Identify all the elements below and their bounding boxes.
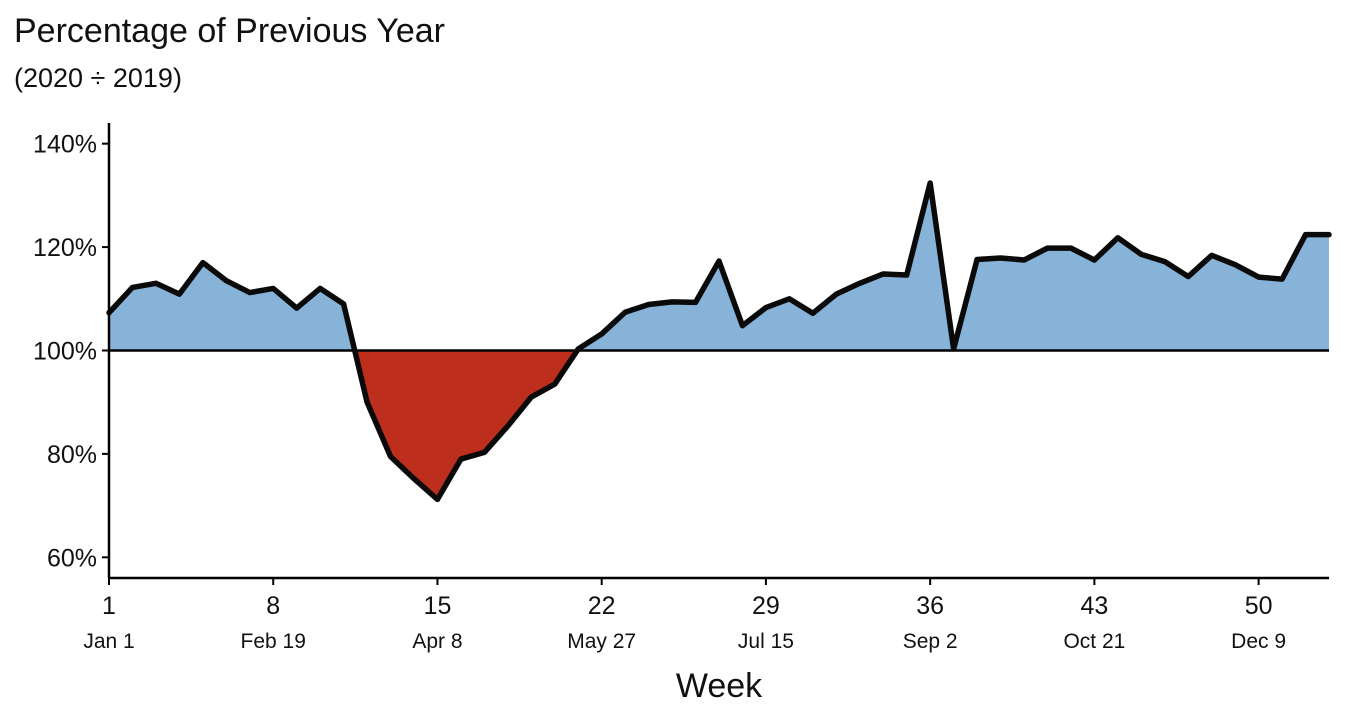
areas-layer (109, 182, 1329, 500)
x-tick-week-label: 8 (266, 592, 280, 620)
x-tick-date-label: Jan 1 (83, 630, 134, 653)
y-tick-label: 140% (33, 131, 97, 159)
y-tick-label: 60% (47, 544, 97, 572)
line-layer (106, 180, 1332, 503)
chart-subtitle: (2020 ÷ 2019) (14, 63, 182, 93)
x-tick-date-label: May 27 (567, 630, 636, 653)
y-tick-label: 120% (33, 234, 97, 262)
ticks-layer: 60% 80% 100% 120% 140% 1 Jan 1 8 Feb 19 15 Apr 8 22… (33, 131, 1286, 653)
x-axis-title: Week (676, 667, 763, 705)
x-tick-week-label: 29 (752, 592, 780, 620)
chart-title: Percentage of Previous Year (14, 12, 445, 50)
x-tick-week-label: 36 (916, 592, 944, 620)
x-tick-week-label: 43 (1080, 592, 1108, 620)
y-tick-label: 100% (33, 338, 97, 366)
y-tick-label: 80% (47, 441, 97, 469)
x-tick-date-label: Jul 15 (738, 630, 794, 653)
area-below-baseline (354, 350, 578, 500)
x-tick-date-label: Sep 2 (903, 630, 958, 653)
x-tick-date-label: Feb 19 (241, 630, 306, 653)
x-tick-date-label: Oct 21 (1063, 630, 1125, 653)
x-tick-week-label: 50 (1245, 592, 1273, 620)
series-line (106, 180, 1332, 503)
x-tick-date-label: Dec 9 (1231, 630, 1286, 653)
area-above-baseline (577, 182, 1329, 351)
x-tick-week-label: 1 (102, 592, 116, 620)
x-tick-week-label: 15 (424, 592, 452, 620)
x-tick-week-label: 22 (588, 592, 616, 620)
x-tick-date-label: Apr 8 (412, 630, 462, 653)
area-above-baseline (109, 262, 355, 351)
